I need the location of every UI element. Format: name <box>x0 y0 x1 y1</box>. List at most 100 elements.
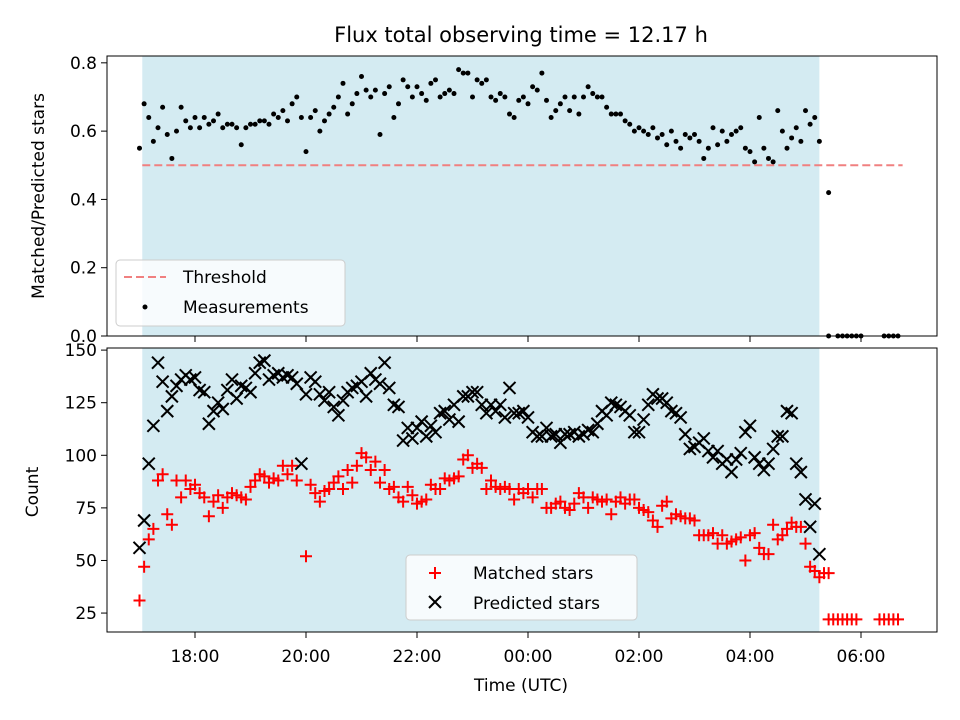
matched-star-point <box>161 508 174 521</box>
predicted-star-point <box>734 446 748 460</box>
matched-star-point <box>762 548 775 561</box>
measurement-point <box>460 70 466 76</box>
matched-star-point <box>739 554 752 567</box>
measurement-point <box>673 138 679 144</box>
measurement-point <box>160 104 166 110</box>
measurement-point <box>391 114 397 120</box>
y-tick-label: 75 <box>75 499 97 519</box>
predicted-star-point <box>641 398 655 412</box>
predicted-star-point <box>743 419 757 433</box>
matched-star-point <box>142 533 155 546</box>
top-x-ticks <box>194 336 862 342</box>
measurement-point <box>359 73 364 79</box>
legend-matched-label: Matched stars <box>473 564 593 584</box>
measurement-point <box>368 94 374 100</box>
predicted-star-point <box>632 425 646 439</box>
measurement-point <box>470 94 475 100</box>
predicted-star-point <box>132 541 147 555</box>
matched-star-point <box>327 476 340 489</box>
matched-star-point <box>707 527 719 540</box>
predicted-star-point <box>317 393 332 408</box>
measurement-point <box>562 94 568 100</box>
predicted-star-point <box>757 463 771 477</box>
matched-star-point <box>179 474 192 487</box>
predicted-star-point <box>243 385 258 399</box>
top-panel: 0.00.20.40.60.8 Matched/Predicted stars … <box>29 54 938 347</box>
matched-star-point <box>651 520 664 533</box>
measurement-point <box>803 108 808 114</box>
measurement-point <box>557 101 563 107</box>
measurement-point <box>493 97 499 103</box>
measurement-point <box>280 108 286 114</box>
measurement-point <box>687 135 693 141</box>
y-tick-label: 125 <box>65 394 97 414</box>
measurement-point <box>631 128 637 134</box>
predicted-star-point <box>322 385 336 399</box>
measurement-point <box>275 114 281 120</box>
measurement-point <box>414 84 420 90</box>
measurement-point <box>386 84 392 90</box>
predicted-star-point <box>747 450 762 465</box>
matched-star-point <box>212 489 225 502</box>
measurement-point <box>266 121 272 127</box>
measurement-point <box>618 111 623 117</box>
measurement-point <box>405 84 411 90</box>
measurement-point <box>294 94 300 100</box>
predicted-star-point <box>636 412 651 427</box>
measurement-point <box>474 77 480 83</box>
matched-star-point <box>434 482 447 495</box>
measurement-point <box>169 155 175 161</box>
predicted-star-point <box>706 450 720 465</box>
matched-star-point <box>808 564 821 577</box>
predicted-star-point <box>493 398 507 412</box>
measurement-point <box>807 121 813 127</box>
matched-star-point <box>748 527 761 540</box>
x-tick-label: 22:00 <box>393 647 442 667</box>
matched-star-point <box>628 493 641 506</box>
measurement-point <box>724 138 730 144</box>
matched-star-point <box>350 459 363 472</box>
measurement-point <box>317 128 323 134</box>
measurement-point <box>155 125 161 131</box>
measurement-point <box>655 135 660 141</box>
measurement-point <box>428 80 434 86</box>
predicted-star-point <box>202 417 216 431</box>
measurement-point <box>779 128 785 134</box>
measurement-point <box>437 94 443 100</box>
predicted-star-point <box>359 389 373 404</box>
matched-star-point <box>753 541 766 554</box>
measurement-point <box>756 114 762 120</box>
y-tick-label: 100 <box>65 446 97 466</box>
predicted-star-point <box>627 425 642 439</box>
measurement-point <box>423 97 429 103</box>
measurement-point <box>585 84 591 90</box>
matched-star-point <box>300 550 312 563</box>
measurement-point <box>627 121 633 127</box>
matched-star-point <box>239 493 252 506</box>
measurement-point <box>396 101 401 107</box>
matched-star-point <box>165 518 178 531</box>
legend-matched-swatch <box>429 567 441 579</box>
matched-star-point <box>716 529 729 542</box>
matched-star-point <box>822 567 835 580</box>
measurement-point <box>141 101 147 107</box>
predicted-star-point <box>516 404 531 418</box>
predicted-star-point <box>160 404 174 418</box>
matched-star-point <box>461 449 474 462</box>
matched-star-point <box>892 613 904 626</box>
x-tick-label: 02:00 <box>615 647 664 667</box>
matched-star-point <box>605 508 618 521</box>
top-legend: Threshold Measurements <box>115 259 346 327</box>
measurement-point <box>322 118 327 124</box>
measurement-point <box>211 118 216 124</box>
measurement-point <box>659 132 665 138</box>
matched-star-point <box>563 503 576 516</box>
top-y-axis-label: Matched/Predicted stars <box>29 93 49 299</box>
measurement-point <box>816 138 822 144</box>
predicted-star-point <box>498 410 512 425</box>
matched-star-point <box>138 560 151 573</box>
measurement-point <box>326 111 332 117</box>
measurement-point <box>613 111 619 117</box>
measurement-point <box>331 104 337 110</box>
measurement-point <box>544 97 549 103</box>
